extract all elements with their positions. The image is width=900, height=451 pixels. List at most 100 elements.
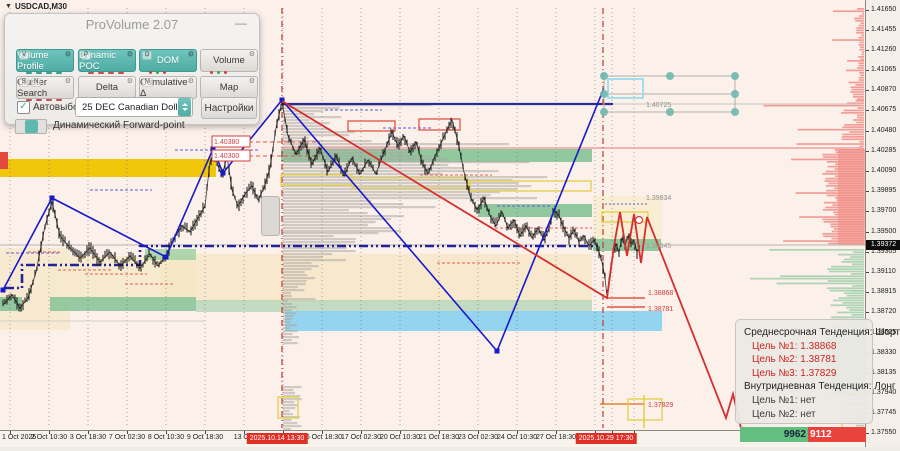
time-tick-mark (127, 431, 128, 434)
market-profile-bar (283, 161, 530, 164)
time-tick-label: 8 Oct 10:30 (147, 434, 185, 441)
spinner-up-icon[interactable] (181, 103, 188, 106)
status-mark (163, 71, 166, 74)
hotkey-badge: M (142, 78, 153, 87)
delta-button[interactable]: Delta ⚙ (78, 76, 136, 99)
price-tick-label: 1.38135 (871, 368, 897, 376)
chart-zone (478, 204, 592, 217)
collapsed-side-tab[interactable] (261, 196, 280, 236)
dom-profile-bar (822, 233, 864, 235)
market-profile-bar (283, 413, 293, 416)
volume-profile-button[interactable]: Volume Profile V ⚙ (16, 49, 74, 72)
market-profile-bar (283, 122, 330, 125)
dom-profile-bar (857, 67, 864, 69)
selection-handle[interactable] (600, 108, 608, 116)
dom-profile-bar (858, 36, 864, 39)
market-profile-bar (283, 241, 356, 244)
selection-handle[interactable] (600, 90, 608, 98)
gear-icon[interactable]: ⚙ (248, 51, 255, 58)
market-profile-bar (283, 398, 302, 401)
selection-handle[interactable] (666, 72, 674, 80)
dom-profile-bar (851, 263, 864, 266)
price-tick-mark (866, 211, 869, 213)
dom-profile-bar (791, 158, 864, 161)
gear-icon[interactable]: ⚙ (248, 78, 255, 85)
dom-profile-bar (827, 165, 864, 168)
price-tick-mark (866, 9, 869, 11)
price-tick-label: 1.41455 (871, 25, 897, 33)
dom-profile-bar (841, 138, 864, 141)
gear-icon[interactable]: ⚙ (126, 78, 133, 85)
status-mark (149, 71, 152, 74)
price-tick-label: 1.39305 (871, 247, 897, 255)
selection-handle[interactable] (600, 72, 608, 80)
time-tick-mark (612, 431, 613, 434)
gear-icon[interactable]: ⚙ (126, 51, 133, 58)
dom-profile-bar (861, 51, 864, 53)
spinner-down-icon[interactable] (181, 108, 188, 111)
selection-handle[interactable] (731, 72, 739, 80)
time-tick-label: 21 Oct 18:30 (418, 434, 460, 441)
dom-profile-bar (850, 91, 864, 93)
price-tick-label: 1.39110 (871, 267, 896, 275)
gear-icon[interactable]: ⚙ (187, 78, 194, 85)
dom-profile-bar (834, 149, 864, 151)
market-profile-bar (283, 262, 312, 265)
selection-handle[interactable] (731, 108, 739, 116)
market-profile-bar (283, 295, 292, 298)
forward-point-toggle[interactable] (15, 119, 47, 134)
price-line (2, 101, 641, 309)
dom-profile-bar (859, 41, 864, 44)
chart-zone (0, 152, 8, 169)
gear-icon[interactable]: ⚙ (187, 51, 194, 58)
cumulative-delta-button[interactable]: Cumulative Δ M ⚙ (139, 76, 197, 99)
provolume-panel[interactable]: ProVolume 2.07 — Volume Profile V ⚙ Dynamic… (4, 13, 260, 134)
price-tick-mark (866, 171, 869, 173)
dom-profile-bar (828, 270, 864, 273)
market-profile-bar (283, 206, 436, 209)
forward-point-label: Динамический Forward-point (53, 120, 185, 131)
dom-profile-bar (769, 249, 864, 251)
market-profile-bar (283, 137, 309, 140)
status-mark (217, 71, 220, 74)
instrument-spinner[interactable] (178, 98, 191, 116)
gear-icon[interactable]: ⚙ (64, 51, 71, 58)
settings-button[interactable]: Настройки (201, 97, 257, 119)
dom-profile-bar (860, 46, 864, 49)
status-mark (46, 98, 52, 101)
map-button[interactable]: Map ⚙ (200, 76, 258, 99)
dynamic-poc-button[interactable]: Dynamic POC P ⚙ (78, 49, 136, 72)
boxed-price-label-frame (211, 149, 251, 162)
selection-handle[interactable] (731, 90, 739, 98)
zigzag-node (210, 146, 216, 152)
dom-profile-bar (836, 199, 864, 202)
toggle-knob[interactable] (25, 120, 38, 133)
gear-icon[interactable]: ⚙ (64, 78, 71, 85)
market-profile-bar (283, 215, 405, 218)
dom-profile-bar (861, 12, 864, 15)
chart-price-label: 1.38781 (648, 306, 673, 313)
instrument-select[interactable]: 25 DEC Canadian Dollar (75, 97, 193, 117)
autoselect-checkbox[interactable]: ✓ (17, 101, 30, 114)
time-axis[interactable]: 1 Oct 2025 2 Oct 10:30 3 Oct 18:30 7 Oct 02… (0, 430, 865, 448)
buy-sell-volume-bar: 9962 9112 (740, 427, 866, 442)
market-profile-bar (283, 274, 308, 277)
delta-button-label: Delta (95, 82, 119, 93)
market-profile-bar (283, 185, 532, 188)
panel-minimize-button[interactable]: — (235, 16, 247, 30)
selection-handle[interactable] (666, 108, 674, 116)
time-tick-label: 1 Oct 2025 (2, 434, 37, 441)
dynamic-poc-button-status-marks (88, 71, 124, 74)
price-chart[interactable]: 1.40725 1.39834 1.39345 1.38868 1.38781 1.378… (0, 0, 865, 430)
volume-button[interactable]: Volume ⚙ (200, 49, 258, 72)
chart-symbol-label[interactable]: ▼ USDCAD,M30 (5, 2, 67, 11)
dom-profile-bar (776, 282, 864, 285)
dom-profile-bar (832, 299, 864, 302)
dom-button[interactable]: DOM D ⚙ (139, 49, 197, 72)
price-tick-mark (866, 90, 869, 92)
price-tick-label: 1.41650 (871, 5, 897, 13)
market-profile-bar (283, 401, 295, 404)
status-mark (108, 71, 114, 74)
dom-profile-bar (763, 104, 864, 107)
